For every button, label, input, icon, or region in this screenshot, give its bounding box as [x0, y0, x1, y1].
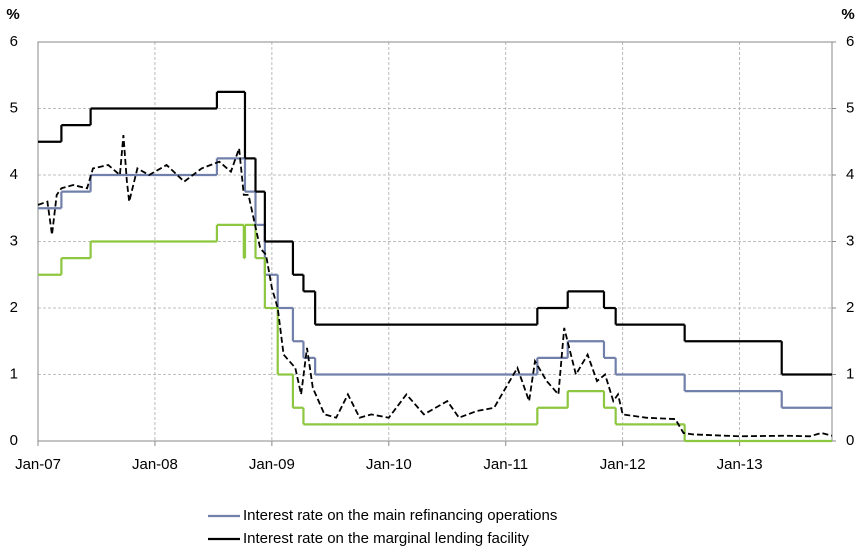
y-tick-label: 3 — [10, 232, 18, 249]
y2-tick-label: 4 — [846, 166, 854, 183]
legend-label: Interest rate on the marginal lending fa… — [243, 530, 529, 547]
y-tick-label: 5 — [10, 99, 18, 116]
y-unit-right: % — [841, 6, 854, 23]
y2-tick-label: 1 — [846, 365, 854, 382]
x-tick-label: Jan-09 — [249, 456, 295, 473]
plot-frame — [37, 41, 833, 442]
x-tick-label: Jan-13 — [717, 456, 763, 473]
x-tick-label: Jan-10 — [366, 456, 412, 473]
x-tick-label: Jan-08 — [132, 456, 178, 473]
y2-tick-label: 2 — [846, 299, 854, 316]
y-tick-label: 4 — [10, 166, 18, 183]
y-tick-label: 6 — [10, 33, 18, 50]
x-tick-label: Jan-12 — [600, 456, 646, 473]
y2-tick-label: 5 — [846, 99, 854, 116]
legend-label: Interest rate on the main refinancing op… — [243, 507, 557, 524]
y2-tick-label: 6 — [846, 33, 854, 50]
line — [37, 135, 833, 438]
y2-tick-label: 0 — [846, 432, 854, 449]
y-tick-label: 2 — [10, 299, 18, 316]
y2-tick-label: 3 — [846, 232, 854, 249]
y-unit-left: % — [6, 6, 19, 23]
y-tick-label: 0 — [10, 432, 18, 449]
x-tick-label: Jan-11 — [483, 456, 528, 473]
y-tick-label: 1 — [10, 365, 18, 382]
x-tick-label: Jan-07 — [15, 456, 61, 473]
